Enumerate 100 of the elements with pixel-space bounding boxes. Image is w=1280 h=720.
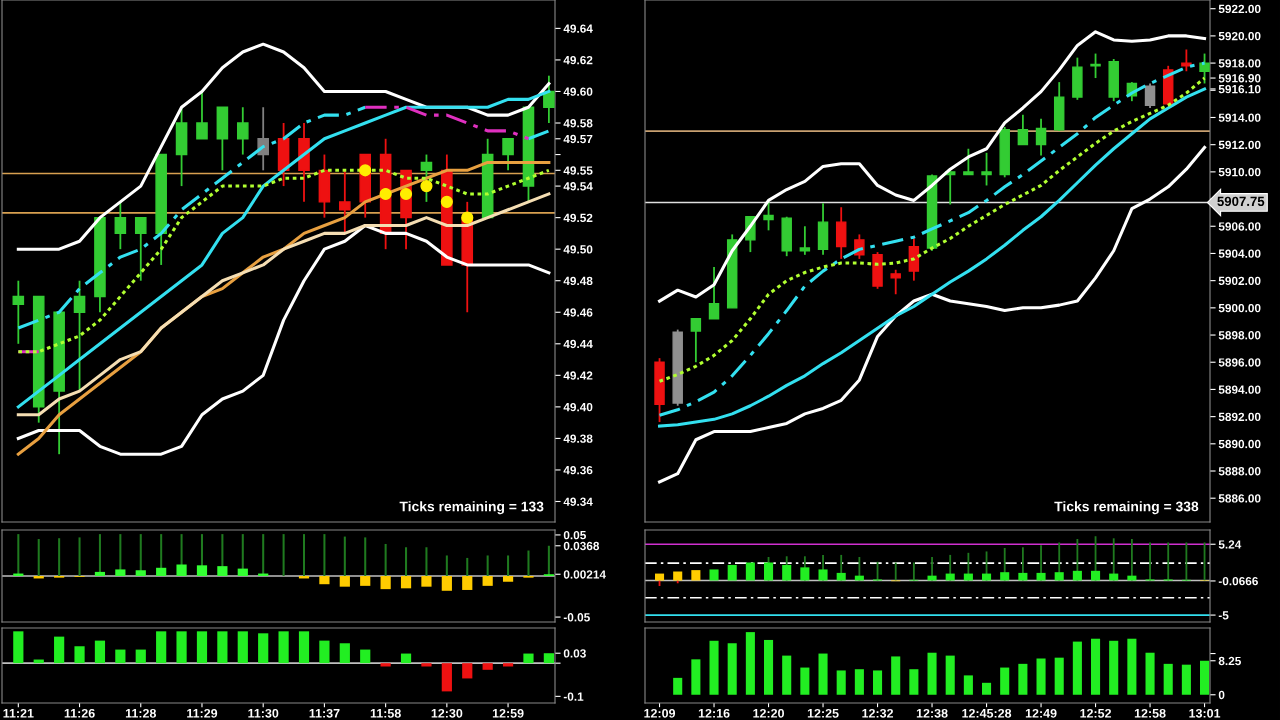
bar xyxy=(441,663,452,692)
bar xyxy=(1000,667,1010,695)
y-tick-label: 5906.00 xyxy=(1218,222,1261,231)
bar xyxy=(945,655,955,695)
y-tick-label: 8.25 xyxy=(1218,656,1241,666)
bar xyxy=(745,562,755,581)
point xyxy=(461,211,474,224)
bar xyxy=(745,632,755,695)
bar xyxy=(400,576,412,589)
line-series xyxy=(658,30,1207,303)
y-tick-label: 5910.00 xyxy=(1218,167,1261,177)
candlestick xyxy=(502,137,514,172)
candlestick xyxy=(1181,48,1192,73)
y-tick-label: 0 xyxy=(1218,690,1225,700)
bar xyxy=(156,631,167,664)
y-tick-label: -0.05 xyxy=(563,613,590,622)
bar xyxy=(1054,572,1064,581)
y-tick-label: 5902.00 xyxy=(1218,276,1261,286)
bar xyxy=(782,655,792,695)
bar xyxy=(282,534,285,576)
y-tick-label: 49.40 xyxy=(563,402,593,412)
y-tick-label: 5920.00 xyxy=(1218,31,1261,41)
x-tick-label: 12:20 xyxy=(753,708,785,718)
bar xyxy=(1036,572,1046,581)
candlestick xyxy=(1017,113,1029,146)
bar xyxy=(527,550,530,576)
y-tick-label: 0.03 xyxy=(563,649,586,658)
y-tick-label: 5890.00 xyxy=(1218,439,1261,449)
ref-line-label: 5907.75 xyxy=(1217,196,1265,207)
bar xyxy=(360,576,371,586)
bar xyxy=(818,653,828,695)
bar xyxy=(323,534,326,576)
bar xyxy=(1072,641,1082,695)
bar xyxy=(1000,572,1010,581)
y-tick-label: 49.62 xyxy=(563,55,593,65)
bar xyxy=(673,677,683,695)
x-tick-label: 12:32 xyxy=(862,708,894,718)
y-tick-label: 5894.00 xyxy=(1218,385,1261,394)
bar xyxy=(547,545,550,576)
x-tick-label: 12:52 xyxy=(1080,708,1112,718)
candlestick xyxy=(339,169,351,235)
point xyxy=(420,180,433,193)
bar xyxy=(421,576,432,587)
bar xyxy=(1091,570,1101,581)
bar xyxy=(836,670,846,695)
bar xyxy=(709,640,719,695)
bar xyxy=(196,565,208,576)
y-tick-label: 5914.00 xyxy=(1218,113,1261,122)
bar xyxy=(1018,663,1028,695)
y-tick-label: 5.24 xyxy=(1218,540,1242,549)
bar xyxy=(135,649,146,664)
bar xyxy=(727,564,737,581)
bar xyxy=(1109,640,1119,695)
y-tick-label: 5892.00 xyxy=(1218,412,1261,422)
bar xyxy=(176,631,187,664)
y-tick-label: 5888.00 xyxy=(1218,467,1261,476)
y-tick-label: 49.48 xyxy=(563,276,593,286)
y-tick-label: 49.55 xyxy=(563,166,593,175)
bar xyxy=(400,653,412,664)
bar xyxy=(360,649,371,664)
bar xyxy=(115,569,126,576)
x-tick-label: 11:37 xyxy=(309,708,340,718)
candlestick xyxy=(1035,117,1047,157)
x-tick-label: 11:30 xyxy=(248,708,279,718)
bar xyxy=(1072,570,1082,581)
y-tick-label: -0.0666 xyxy=(1218,576,1258,586)
y-tick-label: 0.0368 xyxy=(563,541,600,551)
y-tick-label: 49.57 xyxy=(563,134,593,144)
bar xyxy=(78,537,81,576)
x-tick-label: 12:25 xyxy=(807,708,839,718)
bar xyxy=(319,640,330,664)
bar xyxy=(380,576,391,590)
candlestick xyxy=(196,90,208,140)
bar xyxy=(482,663,493,670)
bar xyxy=(709,569,719,581)
bar xyxy=(278,631,289,664)
y-tick-label: 5896.00 xyxy=(1218,358,1261,367)
bar xyxy=(384,543,387,576)
y-tick-label: 5886.00 xyxy=(1218,494,1261,503)
bar xyxy=(691,570,701,581)
bar xyxy=(1054,657,1064,695)
bar xyxy=(523,653,534,664)
y-tick-label: 49.44 xyxy=(563,339,593,349)
candlestick xyxy=(1144,82,1156,109)
bar xyxy=(405,547,408,576)
point xyxy=(359,164,372,177)
bar xyxy=(339,576,350,587)
bar xyxy=(891,656,901,695)
bar xyxy=(343,536,346,576)
candlestick xyxy=(420,153,433,203)
y-tick-label: 49.36 xyxy=(563,465,593,475)
y-tick-label: 5912.00 xyxy=(1218,140,1261,150)
bar xyxy=(237,568,248,576)
bar xyxy=(1163,663,1173,695)
y-tick-label: -5 xyxy=(1218,611,1229,620)
bar xyxy=(1127,638,1137,695)
candlestick xyxy=(981,151,992,187)
y-tick-label: 49.54 xyxy=(563,182,593,191)
bar xyxy=(782,564,792,581)
bar xyxy=(764,562,774,581)
